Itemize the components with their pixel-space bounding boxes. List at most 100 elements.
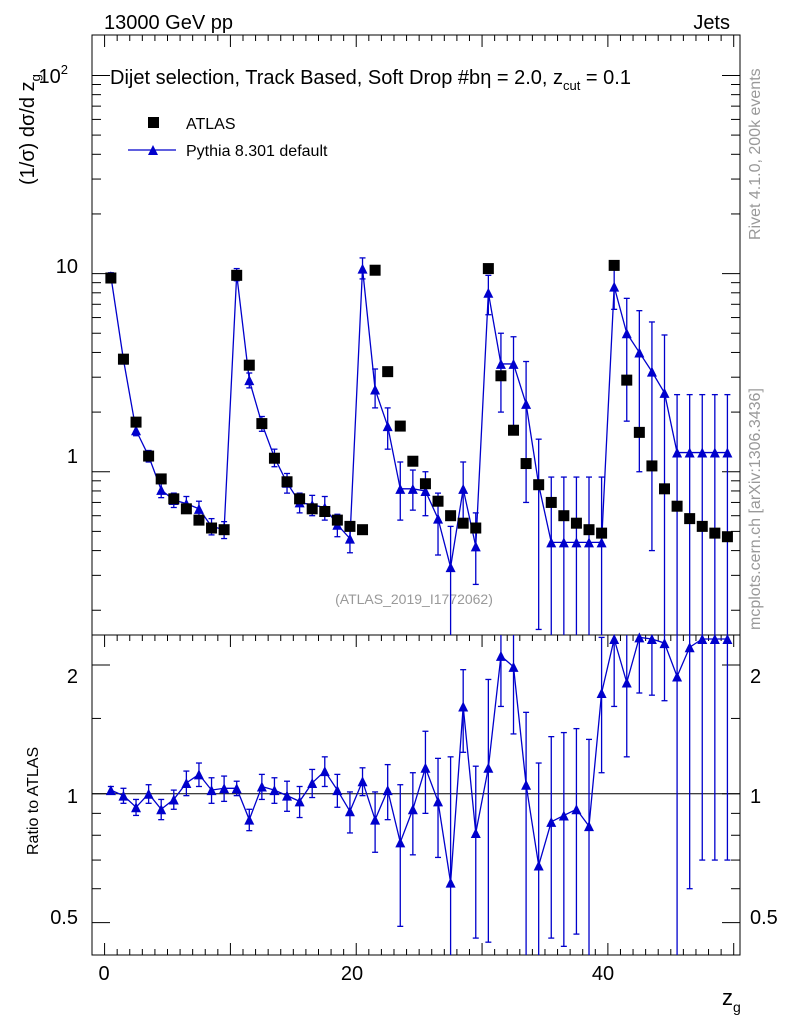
ratio-point	[533, 860, 544, 871]
atlas-point	[709, 527, 721, 539]
ratio-point	[546, 816, 557, 827]
atlas-point	[294, 493, 306, 505]
ratio-point	[508, 661, 519, 672]
pythia-point	[445, 562, 456, 573]
main-ytick-10: 10	[56, 256, 78, 278]
ratio-ylabel: Ratio to ATLAS	[25, 747, 42, 855]
legend-atlas-marker	[148, 117, 159, 128]
atlas-point	[596, 527, 608, 539]
ratio-point	[244, 814, 255, 825]
atlas-point	[369, 264, 381, 276]
pythia-point	[697, 447, 708, 458]
pythia-point	[546, 537, 557, 548]
pythia-point	[558, 537, 569, 548]
main-title-part1: Dijet selection, Track Based, Soft Drop …	[110, 67, 480, 89]
rivet-label: Rivet 4.1.0, 200k events	[747, 68, 764, 240]
ratio-point	[256, 781, 267, 792]
ratio-point	[433, 796, 444, 807]
pythia-point	[571, 537, 582, 548]
pythia-point	[370, 384, 381, 395]
atlas-point	[684, 513, 696, 525]
ratio-point	[722, 633, 733, 644]
pythia-point	[709, 447, 720, 458]
atlas-point	[218, 524, 230, 536]
atlas-point	[105, 272, 117, 284]
pythia-point	[634, 347, 645, 358]
ratio-point	[697, 633, 708, 644]
main-ylabel-part1: (1/σ) dσ/d z	[17, 81, 39, 185]
ratio-point	[458, 701, 469, 712]
atlas-point	[143, 450, 155, 462]
pythia-point	[584, 537, 595, 548]
pythia-point	[684, 447, 695, 458]
ratio-point	[193, 769, 204, 780]
xtick-0: 0	[98, 963, 109, 985]
ratio-point	[395, 837, 406, 848]
atlas-point	[583, 524, 595, 536]
pythia-point	[621, 328, 632, 339]
pythia-point	[659, 387, 670, 398]
ratio-ytick-0.5: 0.5	[50, 907, 78, 929]
pythia-point	[382, 421, 393, 432]
pythia-point	[244, 375, 255, 386]
ratio-point	[282, 790, 293, 801]
ratio-plot-frame	[91, 634, 741, 956]
main-ytick-100: 102	[39, 62, 68, 88]
ratio-point	[181, 777, 192, 788]
atlas-point	[268, 452, 280, 464]
atlas-point	[508, 424, 520, 436]
atlas-point	[193, 514, 205, 526]
ratio-point	[483, 762, 494, 773]
atlas-point	[533, 479, 545, 491]
ratio-point	[672, 671, 683, 682]
atlas-point	[331, 514, 343, 526]
pythia-point	[407, 483, 418, 494]
mcplots-label: mcplots.cern.ch [arXiv:1306.3436]	[747, 388, 764, 630]
main-title: Dijet selection, Track Based, Soft Drop …	[110, 67, 631, 93]
atlas-point	[180, 503, 192, 515]
atlas-point	[394, 420, 406, 432]
pythia-point	[344, 533, 355, 544]
ratio-series-line	[110, 636, 728, 883]
main-title-part2: η = 2.0, z	[480, 67, 563, 89]
ratio-point	[307, 777, 318, 788]
ratio-point	[231, 783, 242, 794]
atlas-point	[696, 520, 708, 532]
atlas-point	[633, 426, 645, 438]
pythia-point	[508, 358, 519, 369]
atlas-point	[608, 259, 620, 271]
main-title-sub: cut	[563, 78, 581, 93]
ratio-point	[596, 687, 607, 698]
atlas-point	[558, 510, 570, 522]
atlas-point	[520, 458, 532, 470]
atlas-point	[382, 366, 394, 378]
atlas-point	[168, 493, 180, 505]
pythia-point	[483, 287, 494, 298]
xtick-20: 20	[341, 963, 363, 985]
atlas-point	[306, 503, 318, 515]
pythia-point	[395, 483, 406, 494]
ratio-point	[344, 806, 355, 817]
main-ytick-1: 1	[67, 446, 78, 468]
ratio-point	[521, 779, 532, 790]
pythia-point	[131, 425, 142, 436]
ratio-ytick-2-right: 2	[750, 666, 761, 688]
atlas-point	[621, 374, 633, 386]
ratio-point	[621, 677, 632, 688]
pythia-point	[646, 366, 657, 377]
atlas-point	[281, 476, 293, 488]
atlas-point	[646, 460, 658, 472]
pythia-point	[357, 263, 368, 274]
analysis-id: (ATLAS_2019_I1772062)	[335, 591, 493, 607]
atlas-point	[155, 473, 167, 485]
ratio-point	[332, 785, 343, 796]
ratio-point	[420, 762, 431, 773]
ratio-point	[131, 802, 142, 813]
category-label: Jets	[693, 12, 730, 34]
legend-pythia-marker	[148, 145, 158, 155]
ratio-point	[445, 877, 456, 888]
ratio-point	[118, 790, 129, 801]
ratio-point	[206, 785, 217, 796]
ratio-point	[470, 827, 481, 838]
